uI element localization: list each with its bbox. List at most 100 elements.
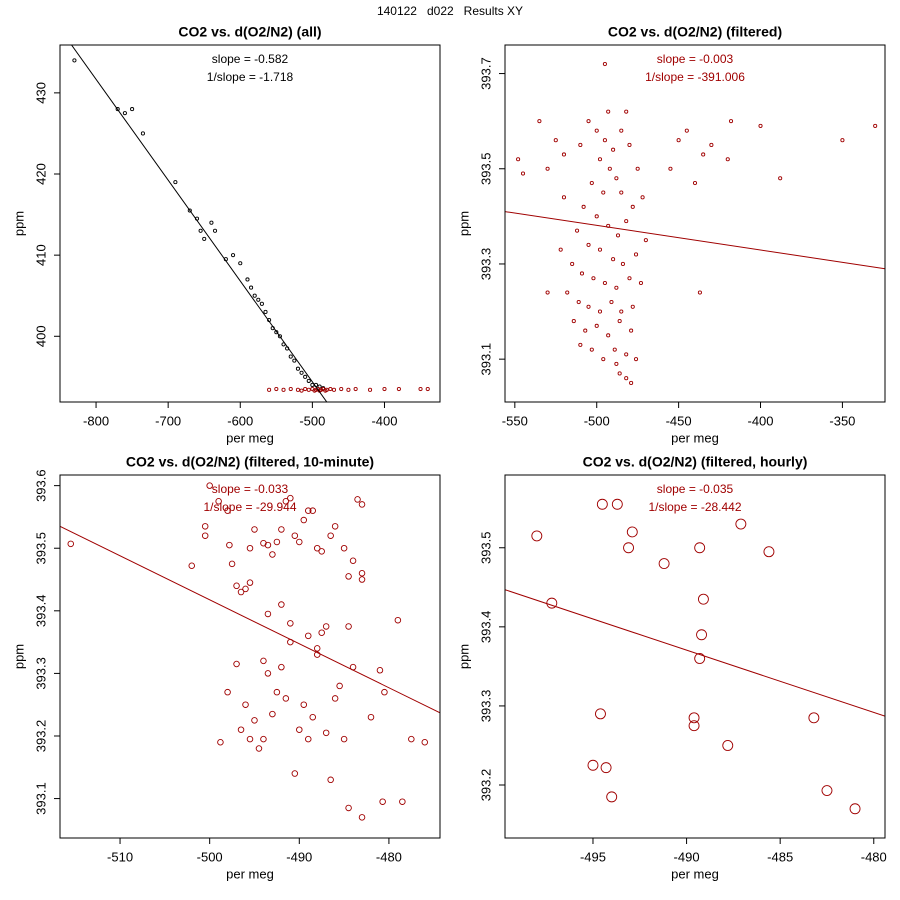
- x-tick-label: -480: [376, 849, 402, 864]
- point: [586, 304, 591, 309]
- x-axis-label: per meg: [671, 866, 719, 881]
- point: [237, 726, 245, 733]
- point: [620, 261, 625, 267]
- point: [328, 386, 333, 392]
- y-tick-label: 393.6: [33, 469, 48, 502]
- point: [260, 657, 267, 665]
- y-tick-label: 393.5: [478, 531, 493, 564]
- point: [596, 498, 608, 510]
- point: [246, 579, 254, 586]
- panel-title: CO2 vs. d(O2/N2) (filtered, 10-minute): [126, 454, 374, 470]
- point: [758, 123, 763, 128]
- point: [808, 712, 820, 724]
- fit-line: [71, 45, 328, 402]
- y-axis-label: ppm: [11, 644, 26, 669]
- point: [735, 518, 747, 530]
- point: [545, 166, 550, 171]
- point: [313, 544, 321, 552]
- point: [624, 219, 629, 224]
- y-tick-label: 393.5: [33, 532, 48, 565]
- point: [418, 386, 423, 392]
- point: [309, 507, 316, 514]
- point: [300, 701, 308, 708]
- point: [627, 142, 632, 148]
- point: [318, 387, 324, 392]
- y-tick-label: 410: [33, 244, 48, 266]
- point: [331, 387, 337, 392]
- point: [72, 58, 77, 63]
- point: [358, 570, 366, 577]
- point: [215, 498, 222, 505]
- point: [336, 682, 343, 690]
- point: [591, 276, 596, 281]
- annotation: 1/slope = -1.718: [207, 70, 294, 84]
- point: [345, 804, 352, 812]
- point: [306, 378, 311, 383]
- point: [242, 701, 249, 708]
- point: [305, 735, 312, 743]
- point: [624, 109, 629, 114]
- x-axis-label: per meg: [226, 430, 274, 445]
- x-axis-label: per meg: [671, 430, 719, 445]
- y-tick-label: 393.5: [478, 152, 493, 185]
- point: [873, 123, 878, 128]
- x-axis-label: per meg: [226, 866, 274, 881]
- point: [345, 573, 352, 580]
- point: [581, 204, 586, 209]
- point: [578, 142, 583, 148]
- point: [597, 247, 603, 252]
- point: [67, 540, 75, 548]
- point: [728, 119, 734, 124]
- y-tick-label: 393.2: [478, 769, 493, 802]
- point: [601, 190, 606, 195]
- point: [709, 142, 714, 148]
- point: [322, 623, 330, 630]
- point: [288, 386, 293, 392]
- point: [696, 629, 708, 641]
- y-tick-label: 393.3: [33, 657, 48, 690]
- point: [635, 166, 640, 171]
- point: [376, 667, 384, 674]
- point: [251, 526, 258, 533]
- point: [612, 347, 617, 352]
- annotation: slope = -0.003: [657, 52, 734, 66]
- point: [520, 171, 526, 176]
- point: [353, 386, 358, 392]
- annotation: 1/slope = -29.944: [203, 500, 296, 514]
- point: [309, 713, 316, 721]
- point: [249, 285, 254, 290]
- point: [640, 195, 645, 200]
- point: [264, 541, 272, 549]
- point: [255, 745, 263, 752]
- point: [382, 386, 387, 392]
- point: [201, 532, 209, 539]
- point: [537, 119, 542, 124]
- point: [586, 242, 591, 247]
- fit-line: [505, 211, 885, 270]
- y-tick-label: 420: [33, 163, 48, 185]
- x-tick-label: -600: [227, 413, 253, 428]
- point: [340, 735, 348, 743]
- point: [295, 387, 301, 392]
- point: [571, 319, 576, 324]
- point: [561, 195, 567, 200]
- point: [256, 297, 261, 302]
- point: [725, 157, 730, 162]
- point: [399, 798, 406, 805]
- point: [233, 660, 240, 668]
- point: [264, 610, 272, 618]
- point: [287, 620, 294, 627]
- plot-frame: [59, 44, 441, 403]
- y-tick-label: 393.4: [33, 595, 48, 628]
- point: [558, 247, 563, 252]
- x-tick-label: -500: [299, 413, 325, 428]
- point: [122, 111, 127, 116]
- point: [322, 729, 330, 737]
- point: [633, 357, 639, 362]
- point: [565, 290, 570, 295]
- point: [259, 301, 264, 306]
- annotation: slope = -0.035: [657, 482, 734, 496]
- x-tick-label: -490: [286, 849, 312, 864]
- annotation: slope = -0.582: [212, 52, 289, 66]
